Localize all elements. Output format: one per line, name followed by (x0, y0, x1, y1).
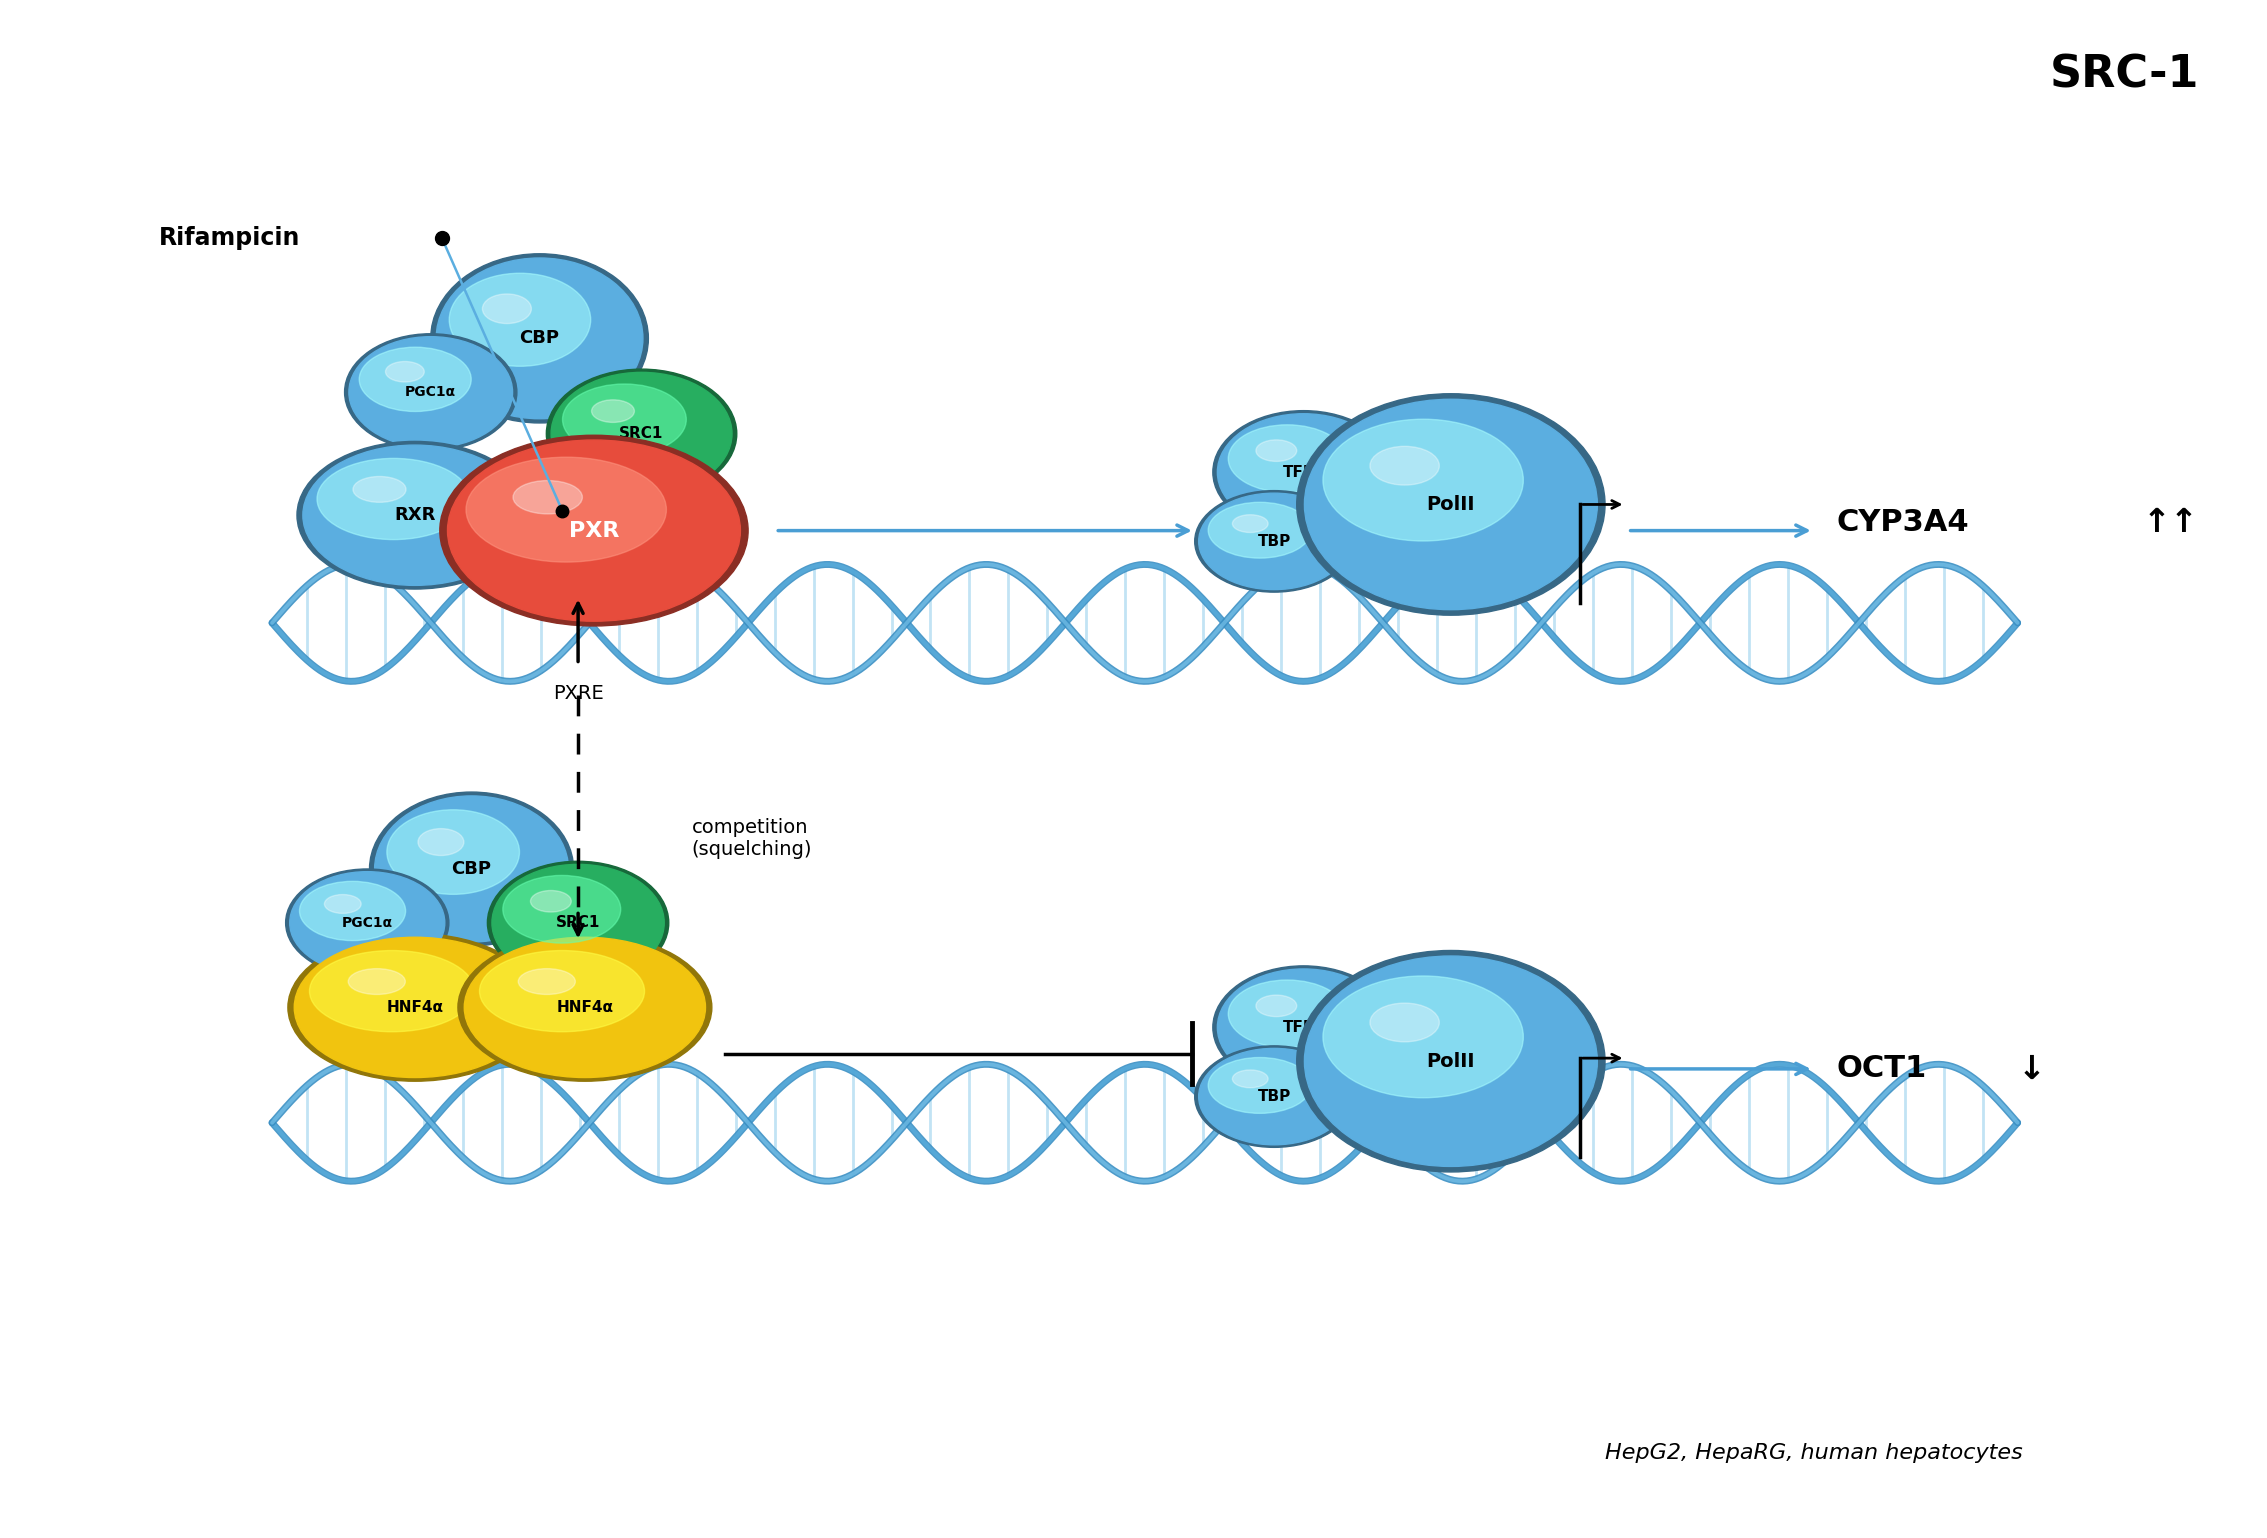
Text: Rifampicin: Rifampicin (159, 226, 299, 251)
Text: ↓: ↓ (2018, 1052, 2045, 1086)
Ellipse shape (458, 934, 712, 1081)
Ellipse shape (492, 864, 664, 981)
Ellipse shape (1256, 440, 1297, 461)
Text: SRC1: SRC1 (619, 426, 664, 441)
Text: PXRE: PXRE (553, 684, 603, 703)
Ellipse shape (465, 937, 705, 1078)
Ellipse shape (530, 891, 571, 912)
Ellipse shape (467, 457, 666, 561)
Ellipse shape (519, 969, 576, 995)
Ellipse shape (503, 875, 621, 943)
Text: PGC1α: PGC1α (342, 915, 392, 930)
Ellipse shape (286, 869, 449, 977)
Ellipse shape (546, 369, 737, 498)
Ellipse shape (288, 934, 542, 1081)
Text: TFIIs: TFIIs (1283, 464, 1324, 480)
Ellipse shape (1208, 503, 1310, 558)
Ellipse shape (317, 458, 469, 540)
Ellipse shape (311, 950, 474, 1032)
Text: TBP: TBP (1258, 534, 1290, 549)
Text: competition
(squelching): competition (squelching) (691, 818, 812, 858)
Text: PXR: PXR (569, 520, 619, 541)
Ellipse shape (562, 384, 687, 455)
Ellipse shape (1208, 1058, 1310, 1114)
Ellipse shape (417, 829, 465, 855)
Ellipse shape (1369, 446, 1440, 484)
Ellipse shape (324, 895, 360, 914)
Ellipse shape (374, 797, 569, 941)
Ellipse shape (1256, 995, 1297, 1017)
Ellipse shape (349, 969, 406, 995)
Ellipse shape (1217, 969, 1390, 1086)
Text: PolII: PolII (1426, 1052, 1476, 1070)
Ellipse shape (1217, 414, 1390, 531)
Text: RXR: RXR (394, 506, 435, 524)
Ellipse shape (512, 480, 583, 514)
Ellipse shape (440, 435, 748, 626)
Ellipse shape (1297, 394, 1605, 615)
Ellipse shape (1324, 977, 1523, 1098)
Text: CBP: CBP (519, 329, 560, 348)
Ellipse shape (1229, 424, 1347, 492)
Ellipse shape (295, 937, 535, 1078)
Text: TFIIs: TFIIs (1283, 1020, 1324, 1035)
Ellipse shape (370, 792, 574, 946)
Ellipse shape (290, 872, 444, 974)
Ellipse shape (592, 400, 635, 423)
Ellipse shape (354, 477, 406, 503)
Ellipse shape (483, 294, 530, 323)
Text: PGC1α: PGC1α (406, 384, 456, 400)
Ellipse shape (1229, 980, 1347, 1047)
Ellipse shape (1297, 950, 1605, 1172)
Ellipse shape (435, 258, 644, 418)
Ellipse shape (1213, 966, 1394, 1089)
Ellipse shape (487, 861, 669, 984)
Text: TBP: TBP (1258, 1089, 1290, 1104)
Ellipse shape (1213, 411, 1394, 534)
Ellipse shape (388, 809, 519, 894)
Ellipse shape (1195, 1046, 1353, 1147)
Text: HNF4α: HNF4α (385, 1000, 444, 1015)
Ellipse shape (345, 334, 517, 451)
Ellipse shape (1195, 491, 1353, 592)
Ellipse shape (449, 274, 592, 366)
Ellipse shape (385, 361, 424, 381)
Ellipse shape (299, 881, 406, 941)
Text: OCT1: OCT1 (1836, 1055, 1927, 1083)
Text: CBP: CBP (451, 860, 492, 878)
Ellipse shape (1233, 515, 1267, 532)
Ellipse shape (358, 348, 472, 412)
Text: ↑↑: ↑↑ (2142, 506, 2199, 540)
Ellipse shape (431, 254, 648, 423)
Text: CYP3A4: CYP3A4 (1836, 509, 1970, 537)
Ellipse shape (1304, 400, 1598, 609)
Ellipse shape (304, 444, 526, 586)
Ellipse shape (1304, 957, 1598, 1166)
Ellipse shape (1369, 1003, 1440, 1041)
Text: SRC1: SRC1 (555, 915, 601, 930)
Ellipse shape (481, 950, 644, 1032)
Ellipse shape (551, 372, 732, 495)
Text: HNF4α: HNF4α (555, 1000, 614, 1015)
Ellipse shape (1324, 420, 1523, 541)
Ellipse shape (447, 440, 741, 621)
Text: HepG2, HepaRG, human hepatocytes: HepG2, HepaRG, human hepatocytes (1605, 1443, 2022, 1464)
Ellipse shape (349, 337, 512, 448)
Ellipse shape (1199, 1049, 1349, 1144)
Text: SRC-1: SRC-1 (2049, 54, 2199, 97)
Text: PolII: PolII (1426, 495, 1476, 514)
Ellipse shape (1199, 494, 1349, 589)
Ellipse shape (297, 441, 533, 589)
Ellipse shape (1233, 1070, 1267, 1087)
